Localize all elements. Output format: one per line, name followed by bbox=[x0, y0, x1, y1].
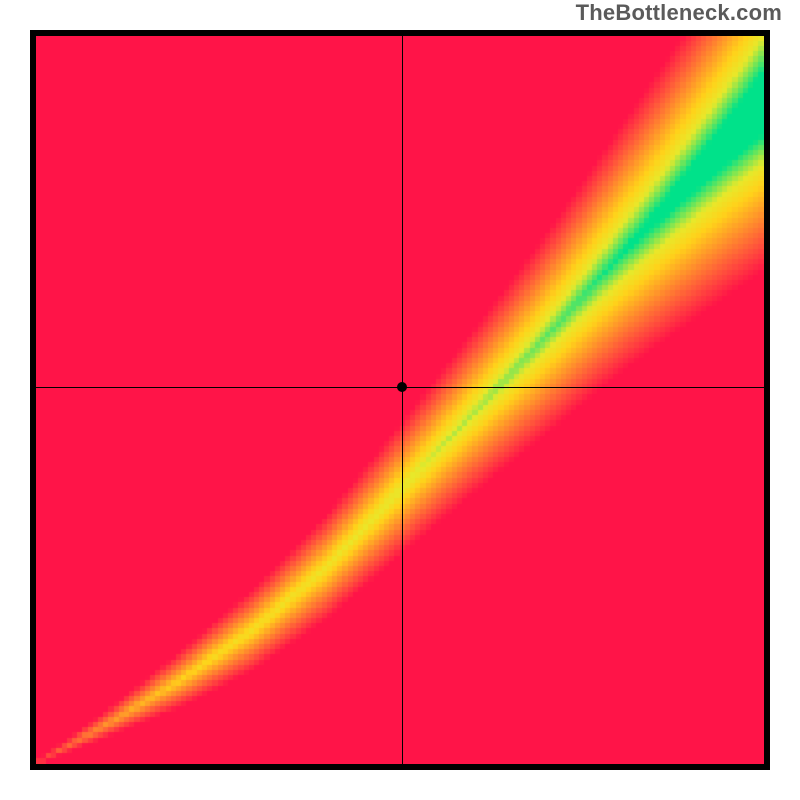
watermark-text: TheBottleneck.com bbox=[576, 0, 782, 26]
plot-frame bbox=[30, 30, 770, 770]
heatmap-canvas bbox=[36, 36, 764, 764]
marker-dot bbox=[397, 382, 407, 392]
plot-inner bbox=[36, 36, 764, 764]
root: TheBottleneck.com bbox=[0, 0, 800, 800]
crosshair-vertical bbox=[402, 36, 403, 764]
